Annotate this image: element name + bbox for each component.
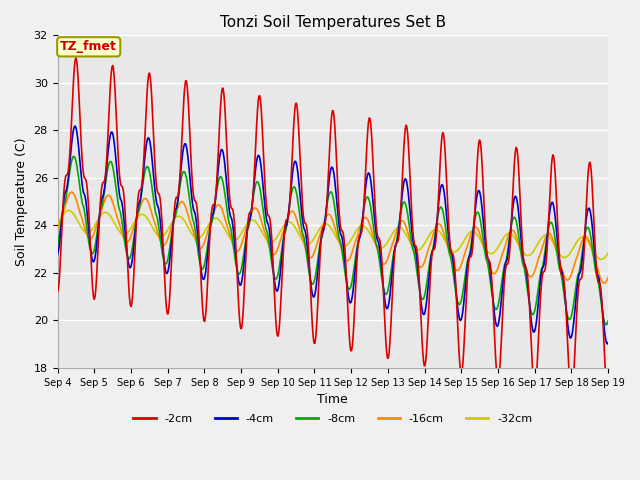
- Title: Tonzi Soil Temperatures Set B: Tonzi Soil Temperatures Set B: [220, 15, 446, 30]
- Text: TZ_fmet: TZ_fmet: [60, 40, 117, 53]
- X-axis label: Time: Time: [317, 393, 348, 406]
- Y-axis label: Soil Temperature (C): Soil Temperature (C): [15, 137, 28, 266]
- Legend: -2cm, -4cm, -8cm, -16cm, -32cm: -2cm, -4cm, -8cm, -16cm, -32cm: [129, 410, 537, 429]
